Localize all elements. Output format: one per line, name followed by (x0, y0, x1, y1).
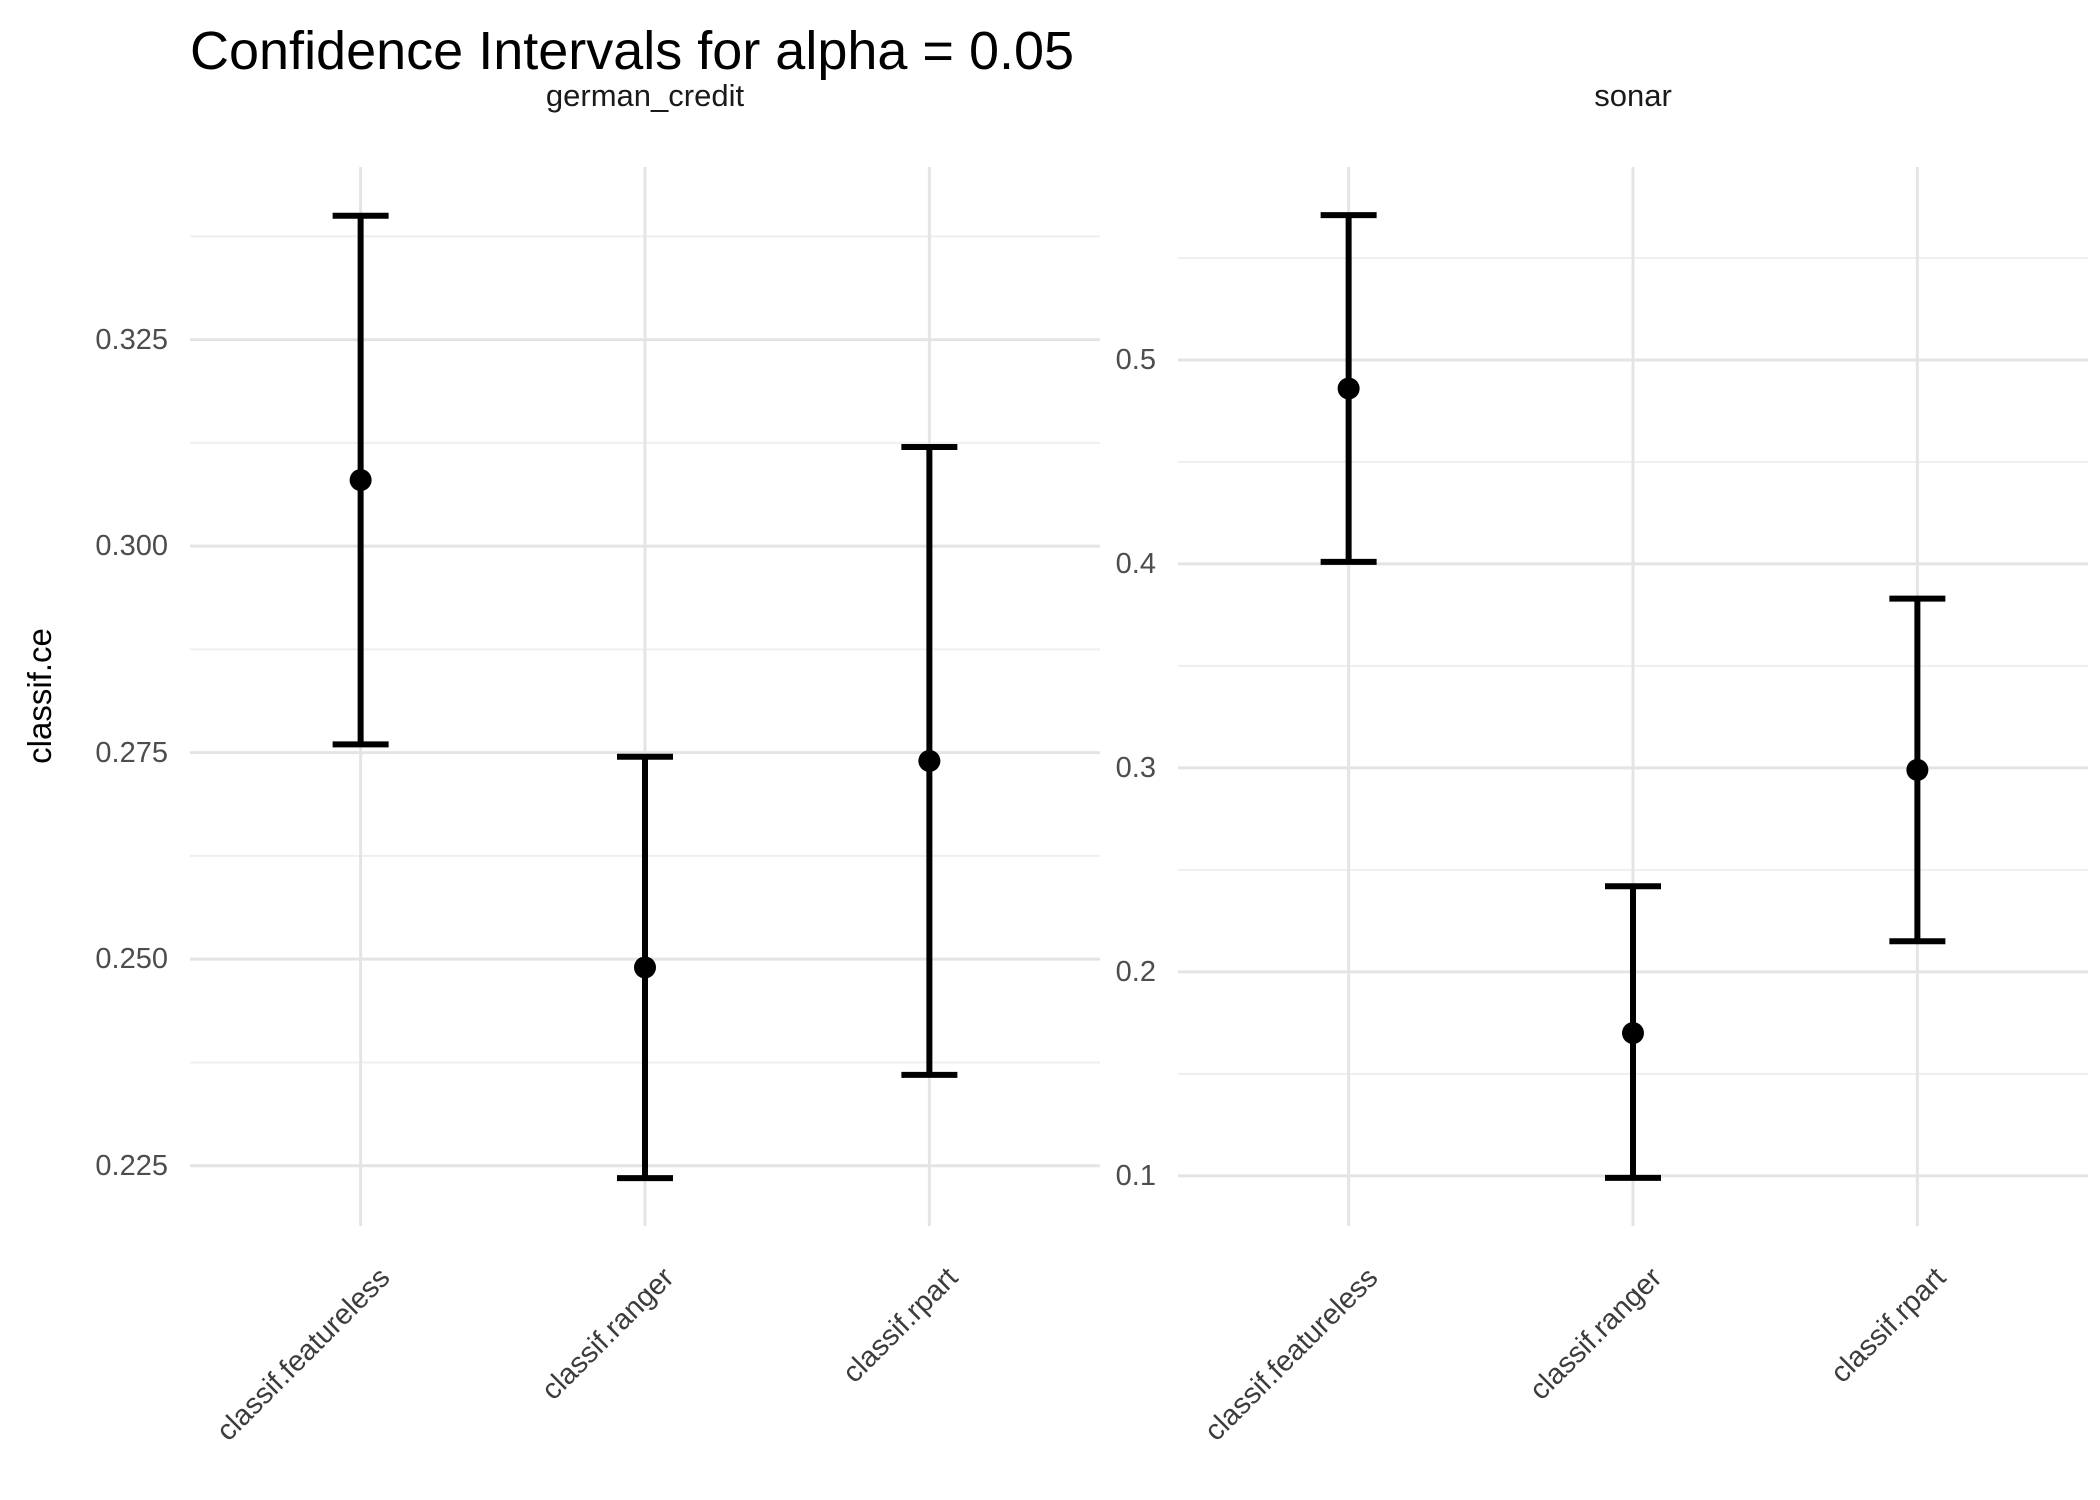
estimate-point-classif.ranger (1622, 1022, 1644, 1045)
y-tick-label: 0.225 (95, 1149, 168, 1182)
facet-label-german-credit: german_credit (545, 78, 745, 113)
estimate-point-classif.rpart (1906, 758, 1929, 781)
plot-title: Confidence Intervals for alpha = 0.05 (190, 21, 1075, 81)
y-tick-label: 0.325 (95, 323, 168, 356)
estimate-point-classif.featureless (1337, 377, 1360, 400)
estimate-point-classif.ranger (634, 956, 656, 979)
y-tick-label: 0.2 (1115, 955, 1156, 988)
facet-label-sonar: sonar (1594, 78, 1672, 113)
y-tick-label: 0.4 (1115, 547, 1156, 580)
y-tick-label: 0.250 (95, 943, 168, 976)
y-tick-label: 0.5 (1115, 343, 1156, 376)
y-tick-label: 0.1 (1115, 1159, 1156, 1192)
estimate-point-classif.featureless (349, 469, 372, 492)
y-tick-label: 0.275 (95, 736, 168, 769)
y-tick-label: 0.300 (95, 530, 168, 563)
y-tick-label: 0.3 (1115, 751, 1156, 784)
estimate-point-classif.rpart (918, 749, 941, 772)
